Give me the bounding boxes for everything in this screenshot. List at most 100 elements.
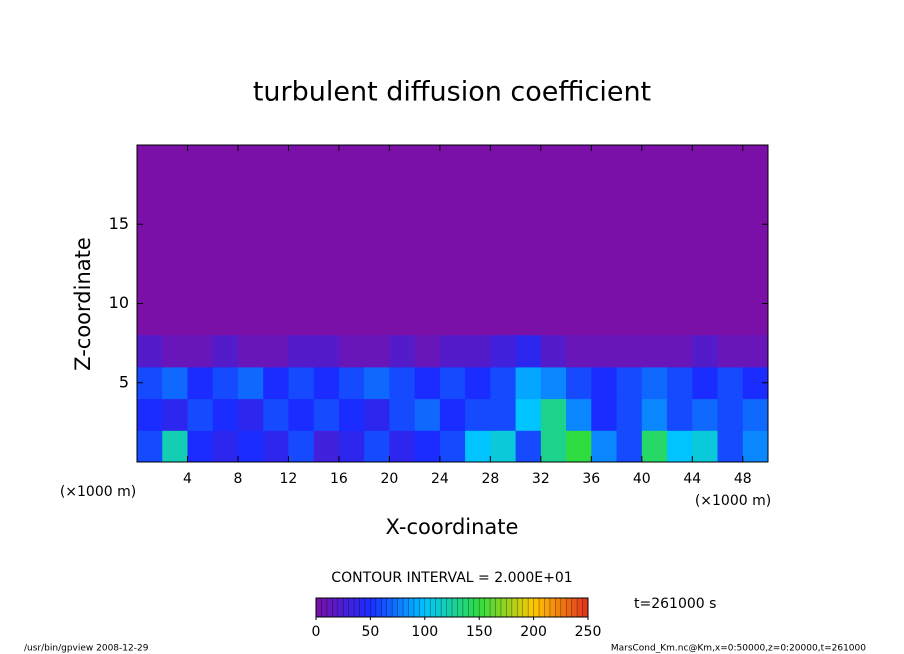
colorbar-segment <box>359 598 366 617</box>
x-tick-label: 36 <box>582 471 600 487</box>
field-cell <box>515 366 542 400</box>
colorbar-segment <box>343 598 349 617</box>
x-tick-label: 32 <box>532 471 550 487</box>
colorbar-segment <box>337 598 344 617</box>
colorbar-segment <box>370 598 377 617</box>
field-cell <box>313 366 340 400</box>
field-cell <box>187 430 214 463</box>
colorbar-segment <box>549 598 556 617</box>
contour-interval: CONTOUR INTERVAL = 2.000E+01 <box>331 570 572 586</box>
colorbar-segment <box>511 598 518 617</box>
colorbar-segment <box>413 598 420 617</box>
field-cell <box>717 366 744 400</box>
field-cell <box>490 335 517 368</box>
field-cell <box>187 366 214 400</box>
field-cell <box>389 398 416 431</box>
field-cell <box>465 335 491 368</box>
colorbar-segment <box>354 598 360 617</box>
field-cell <box>465 430 491 463</box>
field-cell <box>338 335 365 368</box>
field-cell <box>641 430 668 463</box>
field-cell <box>288 335 315 368</box>
colorbar-segment <box>555 598 562 617</box>
y-tick-label: 10 <box>109 293 129 312</box>
field-cell <box>692 366 719 400</box>
x-tick-label: 24 <box>431 471 449 487</box>
field-cell <box>465 366 491 400</box>
field-cell <box>742 430 769 463</box>
colorbar-segment <box>528 598 534 617</box>
field-cell <box>212 398 239 431</box>
field-cell <box>288 366 315 400</box>
field-cell <box>641 366 668 400</box>
x-tick-label: 12 <box>280 471 298 487</box>
field-cell <box>616 335 643 368</box>
colorbar-segment <box>560 598 567 617</box>
field-cell <box>237 398 264 431</box>
colorbar-segment <box>326 598 333 617</box>
chart-title: turbulent diffusion coefficient <box>253 77 651 108</box>
footer-left: /usr/bin/gpview 2008-12-29 <box>24 644 149 654</box>
field-cell <box>263 366 289 400</box>
field-cell <box>364 335 390 368</box>
colorbar-tick-label: 150 <box>466 624 493 640</box>
field-cell <box>540 398 567 431</box>
x-tick-label: 48 <box>734 471 752 487</box>
colorbar-segment <box>441 598 447 617</box>
field-cell <box>162 366 188 400</box>
x-tick-label: 16 <box>330 471 348 487</box>
field-cell <box>389 366 416 400</box>
field-cell <box>439 366 466 400</box>
x-tick-label: 4 <box>183 471 192 487</box>
field-cell <box>742 335 769 368</box>
colorbar-segment <box>321 598 328 617</box>
field-cell <box>465 398 491 431</box>
field-cell <box>162 335 188 368</box>
y-unit: (×1000 m) <box>60 484 136 500</box>
colorbar-tick-label: 200 <box>520 624 547 640</box>
colorbar-segment <box>506 598 513 617</box>
field-cell <box>641 335 668 368</box>
field-cell <box>263 430 289 463</box>
field-cell <box>540 335 567 368</box>
colorbar-segment <box>544 598 551 617</box>
x-tick-label: 20 <box>380 471 398 487</box>
field-cell <box>313 398 340 431</box>
field-cell <box>187 335 214 368</box>
colorbar-segment <box>392 598 398 617</box>
field-cell <box>237 366 264 400</box>
colorbar-segment <box>381 598 388 617</box>
field-cell <box>591 366 618 400</box>
x-tick-label: 40 <box>633 471 651 487</box>
y-axis-label: Z-coordinate <box>71 237 95 371</box>
field-cell <box>288 398 315 431</box>
field-cell <box>591 430 618 463</box>
field-cell <box>313 335 340 368</box>
x-tick-label: 8 <box>233 471 242 487</box>
field-cell <box>364 398 390 431</box>
field-cell <box>389 335 416 368</box>
colorbar-segment <box>397 598 404 617</box>
field-cell <box>338 366 365 400</box>
field-cell <box>566 366 592 400</box>
field-cell <box>616 430 643 463</box>
x-axis-label: X-coordinate <box>386 515 519 539</box>
colorbar-segment <box>348 598 355 617</box>
field-cell <box>389 430 416 463</box>
field-cell <box>364 366 390 400</box>
field-cell <box>263 398 289 431</box>
colorbar-segment <box>495 598 502 617</box>
colorbar-tick-label: 100 <box>411 624 438 640</box>
field-cell <box>616 366 643 400</box>
field-cell <box>414 430 441 463</box>
colorbar-tick-label: 0 <box>312 624 321 640</box>
field-cell <box>137 398 163 431</box>
field-cell <box>414 398 441 431</box>
field-cell <box>490 366 517 400</box>
field-cell <box>692 398 719 431</box>
field-cell <box>439 335 466 368</box>
colorbar-segment <box>522 598 529 617</box>
field-cell <box>162 398 188 431</box>
field-cell <box>692 430 719 463</box>
